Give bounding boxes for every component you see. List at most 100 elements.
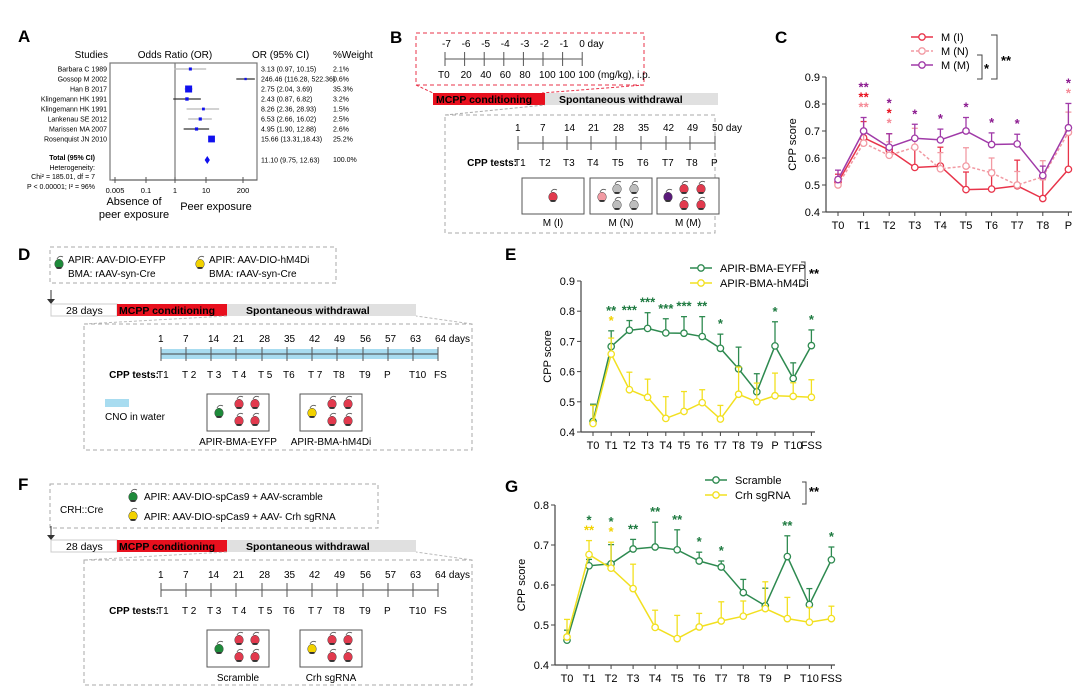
mouse-tail [236,412,244,417]
mouse-icon-partner [234,631,244,646]
dose-schedule-box [415,32,645,86]
data-point [936,164,945,173]
test-day-label: 14 [208,570,220,581]
legend-label: Scramble [735,475,781,487]
x-tick-label: T7 [714,440,727,452]
test-name-label: T5 [612,158,624,169]
y-tick-label: 0.7 [805,126,820,138]
test-day-label: 14 [564,123,576,134]
test-name-label: T 5 [258,606,273,617]
x-tick-label: P [771,440,778,452]
legend-label: M (M) [941,60,970,72]
phase-mcpp-conditioning [117,540,227,552]
dose-value-label: 60 [500,70,512,81]
heterogeneity-line-2: Chi² = 185.01, df = 7 [31,174,95,181]
dose-day-label: -7 [442,39,451,50]
or-ci-value: 246.46 (116.28, 522.36) [261,77,335,84]
or-marker [194,127,199,131]
y-tick-label: 0.6 [560,367,575,379]
legend-item: APIR-BMA-EYFP [690,263,806,275]
mouse-icon-focal [663,188,673,203]
crh-cre-label: CRH::Cre [60,505,104,516]
mouse-body [54,258,64,270]
test-day-label: 63 [410,570,422,581]
mouse-tail [130,488,138,493]
or-ci-value: 4.95 (1.90, 12.88) [261,127,316,134]
mouse-icon-focal [214,404,224,419]
group-label: Scramble [217,673,260,684]
panel-letter-c: C [775,28,787,47]
mouse-feet [252,643,258,645]
mouse-tail [614,180,622,185]
y-tick-label: 0.9 [560,276,575,288]
test-name-label: P [384,606,391,617]
mouse-icon-partner [250,395,260,410]
x-label-absence-2: peer exposure [99,209,169,221]
virus-eyfp-line2: BMA: rAAV-syn-Cre [68,269,156,280]
mouse-feet [236,424,242,426]
x-tick-label: T4 [649,673,662,685]
test-day-label: 64 days [435,334,470,345]
dose-value-label: T0 [438,70,450,81]
data-point [695,557,704,565]
significance-stars: *** [676,299,692,314]
arrow-down-icon [47,299,55,304]
mouse-icon-focal [307,640,317,655]
test-day-label: 28 [613,123,625,134]
weight-value: 0.6% [333,77,349,84]
phase-spontaneous-withdrawal [545,93,718,105]
cpp-tests-label-b: CPP tests: [467,158,517,169]
test-day-label: 42 [309,570,321,581]
legend-marker [918,61,926,69]
mouse-icon-partner [343,395,353,410]
group-label: APIR-BMA-EYFP [199,437,277,448]
virus-box-f [49,483,379,529]
study-name: Gossop M 2002 [58,77,108,84]
header-or-ci: OR (95% CI) [252,50,309,61]
mouse-feet [329,643,335,645]
y-tick-label: 0.4 [805,207,820,219]
panel-letter-a: A [18,27,30,46]
test-name-label: T6 [283,606,295,617]
panel-letter-b: B [390,28,402,47]
test-day-label: 35 [284,570,296,581]
forest-row: Gossop M 2002 246.46 (116.28, 522.36)0.6% [58,77,349,84]
dose-value-label: 20 [461,70,473,81]
data-point [643,393,652,402]
test-day-label: 1 [515,123,521,134]
study-name: Han B 2017 [70,87,107,94]
cpp-tests-label: CPP tests: [109,606,159,617]
mouse-tail [665,188,673,193]
cno-legend-swatch [105,399,129,407]
test-day-label: 7 [540,123,546,134]
zoom-line-right [541,84,645,94]
mouse-icon-partner [696,180,706,195]
data-point [910,143,919,152]
data-point [673,545,682,554]
mouse-icon-partner [327,648,337,663]
data-point [1013,181,1022,189]
dose-value-label: 40 [480,70,492,81]
header-weight: %Weight [333,50,373,61]
mouse-body [327,415,337,427]
mouse-tail [216,404,224,409]
x-label-peer-exposure: Peer exposure [180,201,252,213]
mouse-tail [345,412,353,417]
zoom-line-b2 [444,104,546,116]
test-day-label: 1 [158,570,164,581]
bracket-i-m [991,34,998,80]
test-day-label: 64 days [435,570,470,581]
legend-marker [712,476,720,484]
data-point [910,163,919,172]
data-point [716,344,725,353]
mouse-feet [665,200,671,202]
data-point [789,392,798,401]
y-tick-label: 0.4 [560,427,575,439]
x-tick-label: T8 [1036,220,1049,232]
forest-row: Han B 2017 2.75 (2.04, 3.69) 35.3% [70,85,353,94]
mouse-feet [329,424,335,426]
timeline-d: 28 days MCPP conditioning Spontaneous with… [47,290,473,451]
test-name-label: T2 [539,158,551,169]
x-tick-label: 10 [202,186,210,195]
panel-letter-e: E [505,245,516,264]
